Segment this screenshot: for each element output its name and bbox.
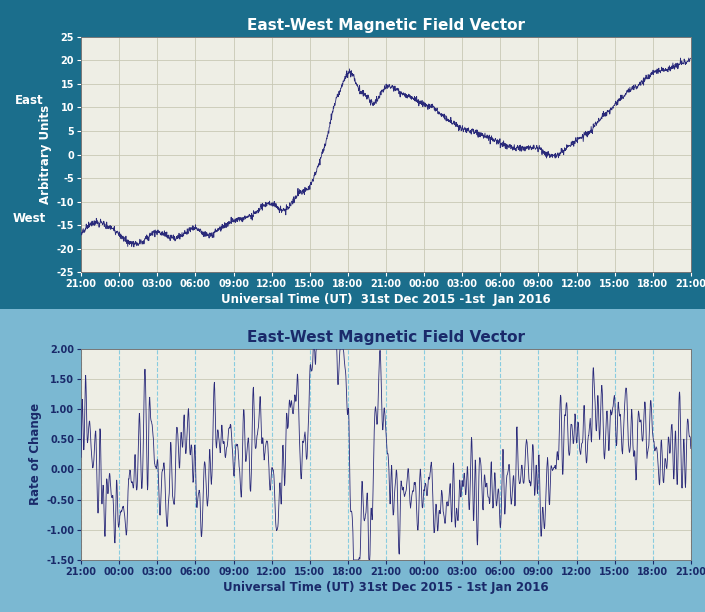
Text: East: East	[15, 94, 44, 107]
Text: West: West	[13, 212, 46, 225]
Title: East-West Magnetic Field Vector: East-West Magnetic Field Vector	[247, 18, 525, 33]
Y-axis label: Rate of Change: Rate of Change	[29, 403, 42, 506]
X-axis label: Universal Time (UT) 31st Dec 2015 - 1st Jan 2016: Universal Time (UT) 31st Dec 2015 - 1st …	[223, 581, 548, 594]
X-axis label: Universal Time (UT)  31st Dec 2015 -1st  Jan 2016: Universal Time (UT) 31st Dec 2015 -1st J…	[221, 293, 551, 307]
Y-axis label: Arbitrary Units: Arbitrary Units	[39, 105, 52, 204]
Title: East-West Magnetic Field Vector: East-West Magnetic Field Vector	[247, 330, 525, 345]
